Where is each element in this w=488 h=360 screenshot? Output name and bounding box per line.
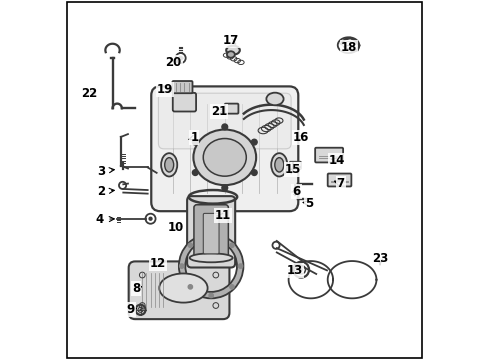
Circle shape [222,185,227,191]
FancyBboxPatch shape [194,205,228,259]
Text: 3: 3 [97,165,114,177]
Ellipse shape [193,130,256,185]
Text: 16: 16 [292,131,309,144]
FancyBboxPatch shape [151,86,298,211]
Circle shape [251,139,257,145]
Text: 11: 11 [214,210,231,222]
Circle shape [178,55,183,60]
Circle shape [299,268,303,271]
Circle shape [148,217,152,221]
FancyBboxPatch shape [327,174,351,186]
FancyBboxPatch shape [314,148,343,162]
Ellipse shape [266,93,283,105]
Circle shape [179,264,183,268]
Circle shape [238,264,242,268]
Circle shape [229,285,234,289]
Circle shape [229,243,234,247]
FancyBboxPatch shape [172,81,192,93]
Ellipse shape [274,158,283,172]
Text: 19: 19 [156,83,173,96]
Text: 22: 22 [81,87,98,100]
Circle shape [192,139,198,145]
Ellipse shape [161,153,177,176]
Text: 10: 10 [167,221,183,234]
Circle shape [208,234,213,239]
Circle shape [251,170,257,175]
Text: 12: 12 [149,257,165,270]
Ellipse shape [164,158,173,172]
Text: 18: 18 [340,41,357,54]
Circle shape [208,293,213,298]
Text: 6: 6 [291,185,300,198]
FancyBboxPatch shape [187,196,235,267]
Circle shape [222,124,227,130]
Text: 15: 15 [284,163,301,176]
Circle shape [188,243,192,247]
FancyBboxPatch shape [128,261,229,319]
Text: 9: 9 [126,303,136,316]
Text: 8: 8 [132,282,141,295]
Ellipse shape [189,253,232,262]
Circle shape [192,170,198,175]
Text: 4: 4 [95,213,114,226]
Text: 14: 14 [328,154,345,167]
FancyBboxPatch shape [224,104,238,114]
Ellipse shape [271,153,287,176]
Text: 7: 7 [334,177,344,190]
Ellipse shape [159,274,207,303]
FancyBboxPatch shape [158,93,290,149]
Circle shape [188,285,192,289]
Ellipse shape [226,51,234,58]
Text: 23: 23 [371,252,387,265]
Ellipse shape [226,46,239,55]
Text: 21: 21 [211,105,227,118]
Circle shape [139,309,142,311]
Text: 17: 17 [223,34,239,48]
Text: 20: 20 [165,56,181,69]
Text: 1: 1 [188,131,198,144]
FancyBboxPatch shape [289,161,301,169]
FancyBboxPatch shape [172,93,196,112]
Ellipse shape [203,139,246,176]
Text: 2: 2 [97,185,114,198]
Text: 13: 13 [286,264,302,277]
FancyBboxPatch shape [203,213,219,254]
Text: 5: 5 [303,197,312,210]
